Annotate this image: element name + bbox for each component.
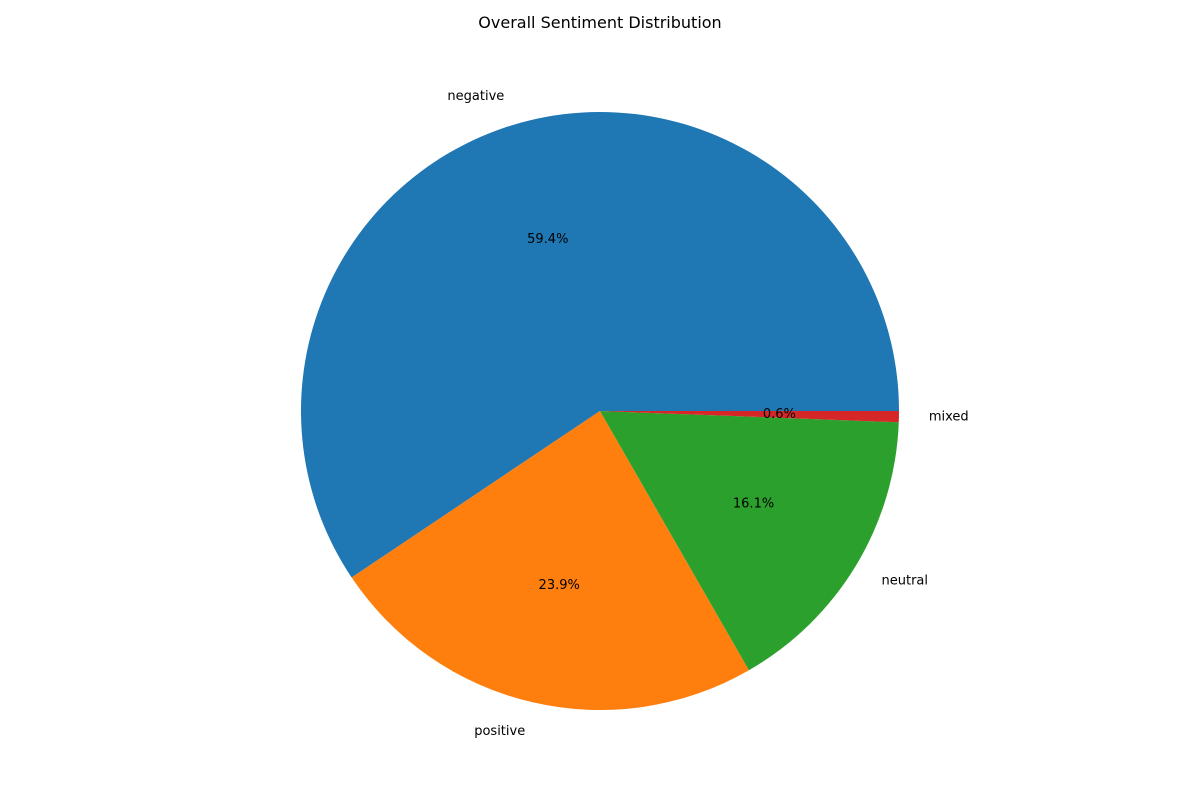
pie-slice-mixed — [600, 411, 899, 423]
pie-slice-negative — [300, 111, 900, 578]
pie-slice-positive — [351, 411, 749, 710]
pie-slice-neutral — [600, 411, 899, 671]
slice-percent-neutral: 16.1% — [733, 496, 774, 511]
slice-label-mixed: mixed — [929, 410, 969, 425]
slice-label-negative: negative — [447, 89, 504, 104]
slice-percent-mixed: 0.6% — [763, 407, 796, 422]
pie-slices — [300, 111, 900, 710]
slice-label-positive: positive — [474, 724, 525, 739]
slice-percent-positive: 23.9% — [539, 578, 580, 593]
slice-label-neutral: neutral — [882, 574, 929, 589]
pie-labels: negative 59.4% positive 23.9% neutral 16.1% mi… — [447, 89, 968, 739]
chart-title: Overall Sentiment Distribution — [478, 13, 721, 32]
slice-percent-negative: 59.4% — [527, 232, 568, 247]
